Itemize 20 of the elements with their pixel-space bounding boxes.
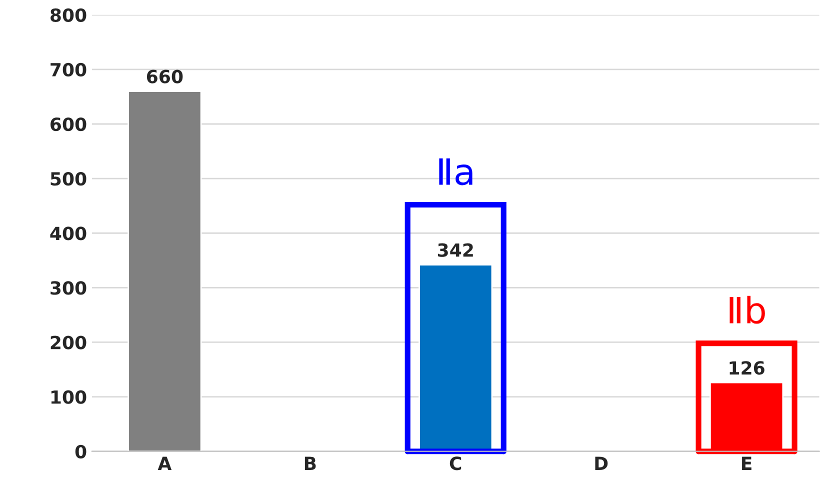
y-tick-label: 100 xyxy=(51,390,86,404)
y-tick-label: 500 xyxy=(50,172,86,186)
annotation: Ⅱa xyxy=(439,158,472,186)
x-tick-label: C xyxy=(450,456,462,470)
x-tick-label: B xyxy=(304,456,316,470)
y-tick-label: 300 xyxy=(50,281,86,295)
data-label: 126 xyxy=(730,361,764,375)
x-tick-label: E xyxy=(742,456,752,470)
y-tick-label: 700 xyxy=(50,62,86,77)
y-tick-label: 400 xyxy=(50,226,86,240)
bar xyxy=(128,90,202,452)
annotation: Ⅱb xyxy=(730,296,765,324)
y-tick-label: 0 xyxy=(75,444,86,458)
y-tick-label: 800 xyxy=(50,8,86,22)
y-tick-label: 200 xyxy=(50,336,86,350)
y-tick-label: 600 xyxy=(50,117,86,132)
data-label: 342 xyxy=(438,243,473,257)
data-label: 660 xyxy=(146,70,183,84)
x-tick-label: A xyxy=(158,456,172,470)
x-tick-label: D xyxy=(595,456,608,470)
